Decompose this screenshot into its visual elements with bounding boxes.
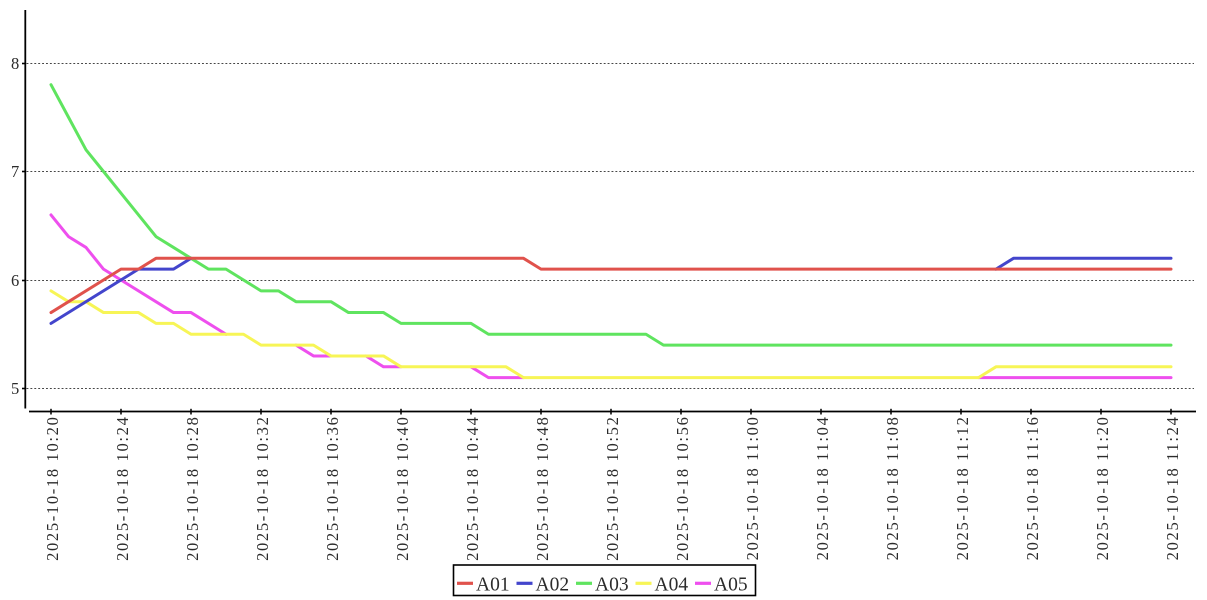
svg-text:2025-10-18 10:28: 2025-10-18 10:28 [183,416,202,561]
svg-text:2025-10-18 11:04: 2025-10-18 11:04 [813,416,832,561]
svg-text:2025-10-18 10:36: 2025-10-18 10:36 [323,416,342,561]
svg-text:8: 8 [11,54,19,73]
svg-text:6: 6 [11,271,19,290]
svg-text:A05: A05 [714,575,748,596]
svg-text:2025-10-18 11:20: 2025-10-18 11:20 [1093,416,1112,561]
svg-text:2025-10-18 10:52: 2025-10-18 10:52 [603,416,622,561]
svg-text:A02: A02 [536,575,570,596]
svg-text:2025-10-18 10:40: 2025-10-18 10:40 [393,416,412,561]
svg-text:7: 7 [11,162,19,181]
svg-text:2025-10-18 11:16: 2025-10-18 11:16 [1023,416,1042,561]
svg-text:2025-10-18 11:00: 2025-10-18 11:00 [743,416,762,561]
svg-text:2025-10-18 10:24: 2025-10-18 10:24 [113,416,132,561]
svg-text:2025-10-18 10:32: 2025-10-18 10:32 [253,416,272,561]
svg-text:A04: A04 [655,575,689,596]
svg-text:A01: A01 [476,575,510,596]
svg-text:2025-10-18 10:20: 2025-10-18 10:20 [43,416,62,561]
svg-text:2025-10-18 11:24: 2025-10-18 11:24 [1163,416,1182,561]
svg-text:2025-10-18 10:44: 2025-10-18 10:44 [463,416,482,561]
svg-text:2025-10-18 10:56: 2025-10-18 10:56 [673,416,692,561]
svg-text:2025-10-18 10:48: 2025-10-18 10:48 [533,416,552,561]
svg-text:2025-10-18 11:08: 2025-10-18 11:08 [883,416,902,561]
svg-text:A03: A03 [595,575,629,596]
svg-text:5: 5 [11,379,19,398]
svg-text:2025-10-18 11:12: 2025-10-18 11:12 [953,416,972,561]
